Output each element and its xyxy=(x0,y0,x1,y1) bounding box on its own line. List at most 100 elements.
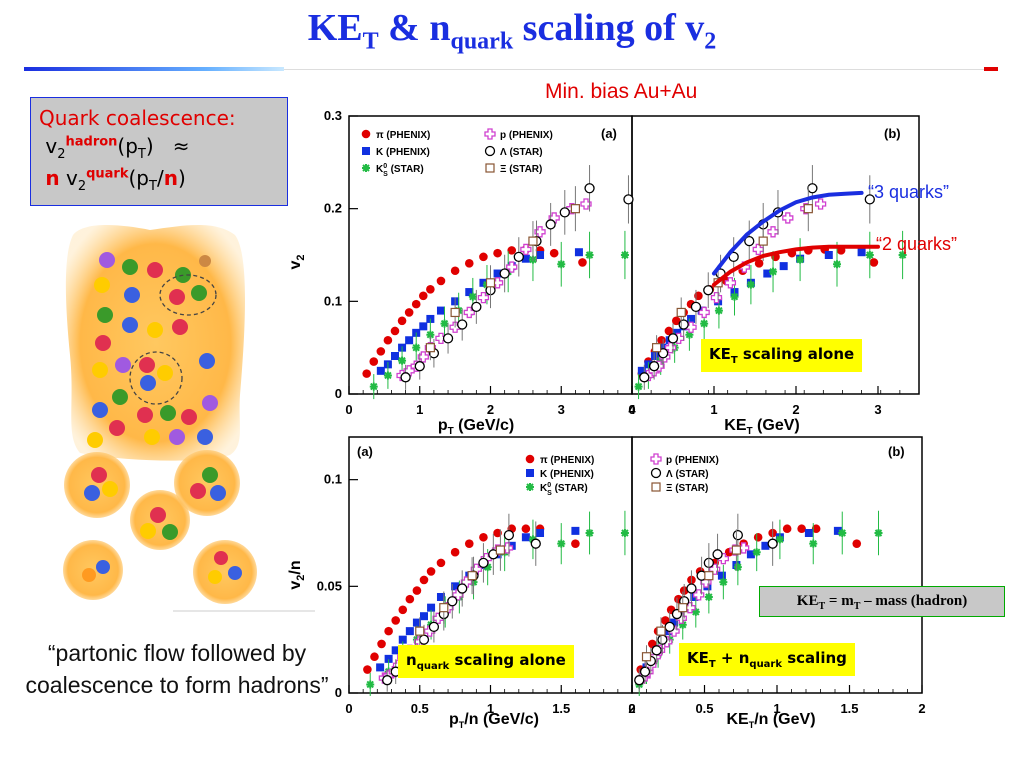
point-proton xyxy=(520,243,532,256)
panel-top-right-frame xyxy=(631,115,920,395)
point-proton xyxy=(738,261,750,273)
quark-plasma-blob xyxy=(65,225,245,461)
point-kaon xyxy=(405,336,414,345)
point-kaon xyxy=(574,248,583,257)
legend-label-lambda: Λ (STAR) xyxy=(500,147,543,158)
point-kaon xyxy=(376,366,385,375)
fit-curve-fit_3q xyxy=(712,190,864,276)
point-lambda xyxy=(634,675,645,686)
point-pion xyxy=(398,605,408,615)
badge-ket-nquark-scaling: KET + nquark scaling xyxy=(679,643,855,676)
point-pion xyxy=(418,291,428,301)
legend-marker-k0s xyxy=(362,164,370,172)
point-pion xyxy=(405,594,415,604)
legend-label-lambda: Λ (STAR) xyxy=(666,469,709,480)
legend-entry-k0s: K0 S (STAR) xyxy=(526,482,588,497)
point-k0s xyxy=(412,343,421,352)
title-rule-end xyxy=(984,67,998,71)
point-k0s xyxy=(769,267,778,276)
legend-label-k0s: K0 S (STAR) xyxy=(376,163,424,178)
y-axis-label-bottom: v2/n xyxy=(287,560,307,589)
title-rule-line xyxy=(284,69,984,70)
legend-label-kaon: K (PHENIX) xyxy=(376,147,430,158)
point-pion xyxy=(390,326,400,336)
x-axis-label-top-left: pT (GeV/c) xyxy=(438,417,514,437)
legend-entry-kaon: K (PHENIX) xyxy=(362,147,430,158)
point-kaon xyxy=(419,322,428,331)
x-tick-label: 1 xyxy=(710,402,717,417)
point-k0s xyxy=(704,593,713,601)
point-k0s xyxy=(620,529,629,537)
point-kaon xyxy=(779,262,788,271)
point-pion xyxy=(671,316,681,326)
panel-label-top-left: (a) xyxy=(601,126,617,141)
point-xi xyxy=(415,626,425,636)
y-tick-label: 0.3 xyxy=(324,108,342,123)
point-proton xyxy=(724,277,737,289)
point-k0s xyxy=(733,563,742,572)
point-lambda xyxy=(559,207,570,218)
legend-marker-kaon xyxy=(526,469,534,477)
point-pion xyxy=(377,639,386,649)
point-pion xyxy=(464,539,474,548)
point-lambda xyxy=(667,333,679,344)
point-proton xyxy=(710,291,723,304)
point-pion xyxy=(383,335,393,345)
chart-subtitle: Min. bias Au+Au xyxy=(545,80,698,103)
legend-entry-lambda: Λ (STAR) xyxy=(650,467,709,480)
point-kaon xyxy=(717,571,726,580)
point-kaon xyxy=(419,612,428,621)
point-proton xyxy=(477,291,490,304)
legend-entry-proton: p (PHENIX) xyxy=(484,128,553,141)
coalescence-illustration xyxy=(63,225,315,612)
point-kaon xyxy=(376,663,385,672)
point-lambda xyxy=(584,183,595,194)
point-lambda xyxy=(712,549,723,560)
point-kaon xyxy=(390,352,399,361)
point-xi xyxy=(425,343,435,353)
legend-entry-pion: π (PHENIX) xyxy=(361,129,430,141)
legend-label-pion: π (PHENIX) xyxy=(376,130,430,141)
point-pion xyxy=(376,347,386,356)
quote-text: “partonic flow followed by coalescence t… xyxy=(25,640,329,698)
point-kaon xyxy=(521,533,530,542)
point-proton xyxy=(752,243,764,256)
point-pion xyxy=(507,246,517,255)
point-k0s xyxy=(483,563,492,572)
point-xi xyxy=(803,204,813,214)
point-kaon xyxy=(427,603,436,612)
legend-entry-pion: π (PHENIX) xyxy=(525,454,594,466)
point-pion xyxy=(362,369,371,378)
point-kaon xyxy=(804,529,813,537)
point-pion xyxy=(521,524,531,534)
point-xi xyxy=(528,236,538,246)
point-pion xyxy=(426,567,436,576)
legend-marker-pion xyxy=(361,129,371,139)
point-lambda xyxy=(545,219,556,230)
point-k0s xyxy=(585,251,594,259)
point-pion xyxy=(549,248,559,258)
point-xi xyxy=(678,603,688,613)
point-pion xyxy=(384,626,393,636)
panel-label-bottom-right: (b) xyxy=(888,444,905,459)
y-axis-label-top: v2 xyxy=(287,254,307,269)
legend-marker-lambda xyxy=(650,467,662,479)
point-k0s xyxy=(678,620,687,629)
coalescence-circle-1 xyxy=(159,274,217,316)
point-lambda xyxy=(767,538,778,549)
point-kaon xyxy=(451,582,460,591)
point-lambda xyxy=(651,645,662,656)
point-pion xyxy=(450,547,460,557)
panel-label-bottom-left: (a) xyxy=(357,444,373,459)
point-lambda xyxy=(418,634,430,645)
x-tick-label: 2 xyxy=(628,701,635,716)
y-tick-label: 0.05 xyxy=(317,578,342,593)
slide-title: KET & nquark scaling of v2 xyxy=(307,7,717,55)
point-lambda xyxy=(678,319,689,330)
point-xi xyxy=(731,545,742,555)
point-xi xyxy=(704,571,714,581)
point-kaon xyxy=(824,251,833,259)
legend-marker-xi xyxy=(485,163,495,173)
point-k0s xyxy=(833,260,841,269)
point-xi xyxy=(570,204,581,214)
